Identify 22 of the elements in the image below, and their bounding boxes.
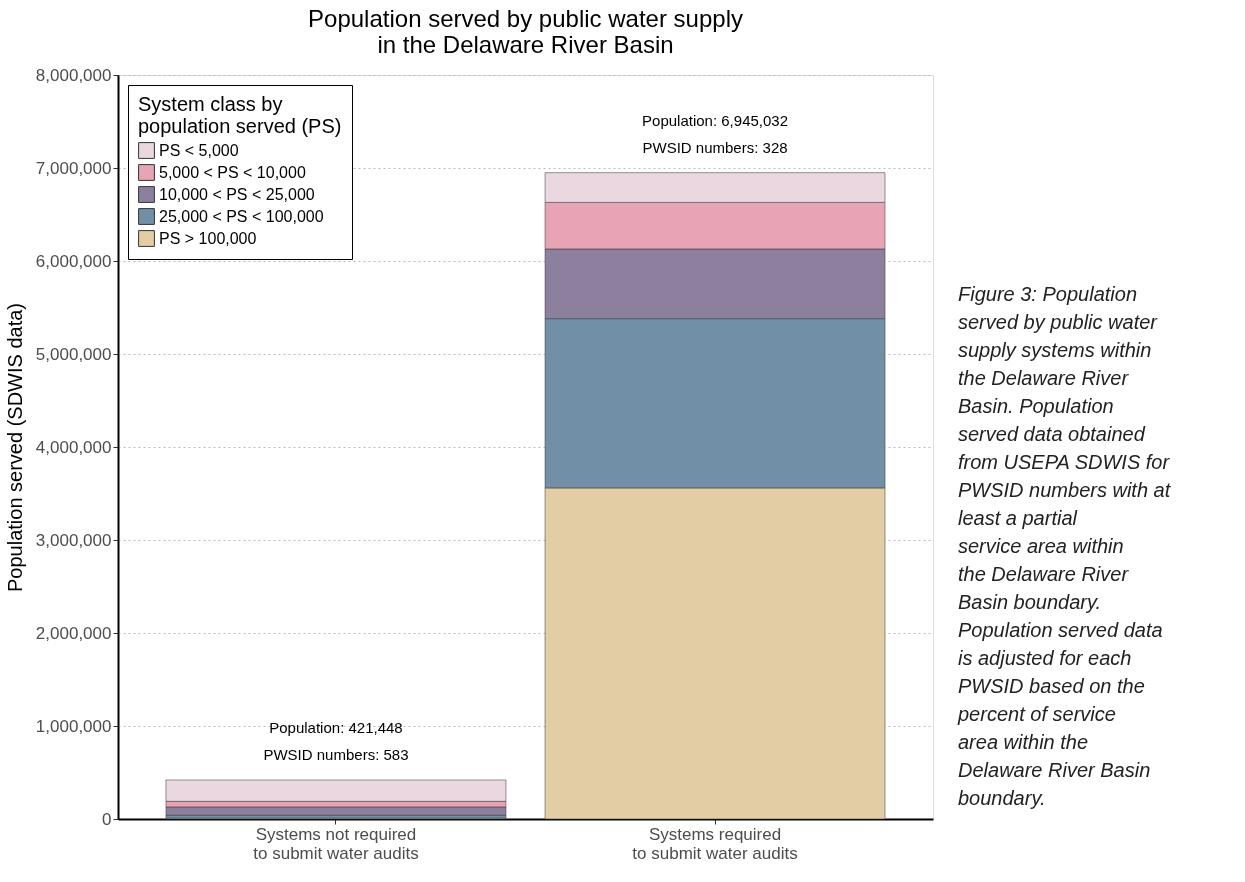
- annotation: Population: 6,945,032 PWSID numbers: 328: [642, 112, 789, 157]
- x-tick-label: Systems not required to submit water audits: [253, 824, 419, 863]
- legend-title: System class by population served (PS): [138, 93, 342, 137]
- y-tick-label: 3,000,000: [35, 530, 112, 550]
- x-tick-label: Systems required to submit water audits: [632, 824, 798, 863]
- y-tick-label: 2,000,000: [35, 623, 112, 643]
- y-tick-label: 5,000,000: [35, 344, 112, 364]
- y-tick-label: 4,000,000: [35, 437, 112, 457]
- text: Figure 3: Population served by public water supply systems within the Delaware River Basin. Population served data obtained from USEPA SDWIS for PWSID numbers with at least a partial service area within the Delaware River Basin boundary. Population served data is adjusted for each PWSID based on the percent of service area within the Delaware River Basin boundary.: [958, 283, 1171, 809]
- y-axis-title: Population served (SDWIS data): [3, 302, 26, 593]
- annotation: Population: 421,448 PWSID numbers: 583: [263, 718, 409, 763]
- legend-label: 25,000 < PS < 100,000: [159, 207, 324, 225]
- legend-label: 5,000 < PS < 10,000: [159, 163, 306, 181]
- y-tick-label: 0: [102, 809, 112, 829]
- legend-label: PS < 5,000: [159, 141, 239, 159]
- y-tick-label: 1,000,000: [35, 716, 112, 736]
- chart-title: Population served by public water supply in the Delaware River Basin: [308, 5, 743, 58]
- legend-label: PS > 100,000: [159, 229, 257, 247]
- y-tick-label: 6,000,000: [35, 251, 112, 271]
- legend-label: 10,000 < PS < 25,000: [159, 185, 315, 203]
- y-tick-label: 7,000,000: [35, 158, 112, 178]
- y-tick-label: 8,000,000: [35, 65, 112, 85]
